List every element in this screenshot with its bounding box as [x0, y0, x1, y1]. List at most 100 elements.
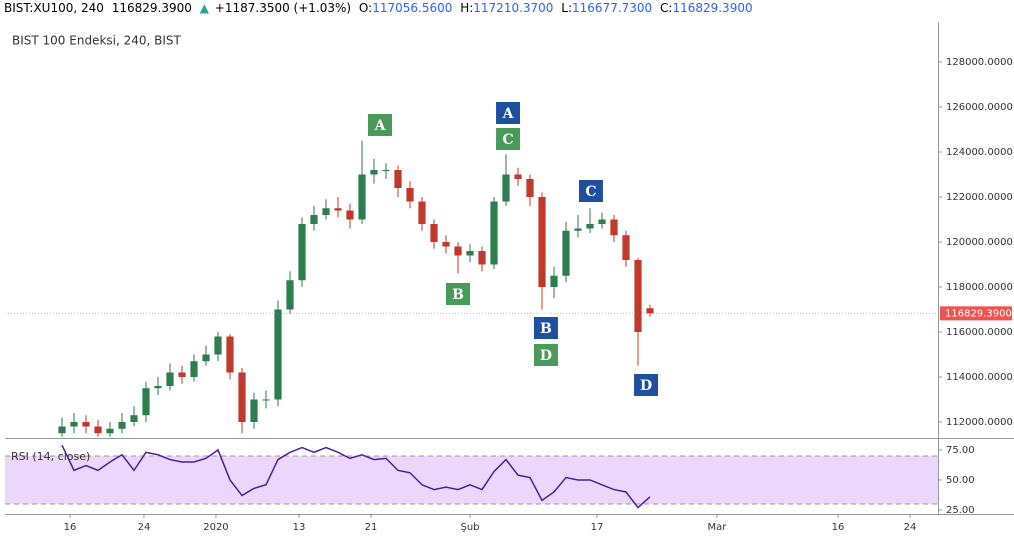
wave-label: B — [452, 287, 464, 303]
chart-title: BIST 100 Endeksi, 240, BIST — [12, 34, 182, 48]
candle-body — [490, 201, 498, 265]
candle-body — [130, 415, 138, 422]
x-tick-label: 24 — [904, 522, 917, 533]
x-tick-label: 17 — [591, 522, 604, 533]
x-tick-label: 16 — [64, 522, 77, 533]
wave-label: D — [640, 378, 652, 394]
x-tick-label: 21 — [365, 522, 378, 533]
y-tick-label: 124000.0000 — [946, 147, 1013, 158]
l-label: L: — [561, 1, 573, 15]
candle-body — [526, 179, 534, 197]
candle-body — [346, 210, 354, 220]
wave-label-box — [533, 316, 558, 339]
candle-body — [358, 174, 366, 220]
candle-body — [106, 428, 114, 434]
wave-label: A — [374, 118, 387, 134]
candle-body — [610, 219, 618, 236]
candle-body — [406, 188, 414, 202]
candle-body — [214, 336, 222, 355]
header: BIST:XU100, 240 116829.3900 ▲ +1187.3500… — [4, 1, 757, 15]
o-label: O: — [358, 1, 373, 15]
candle-body — [442, 241, 450, 247]
wave-label-box — [496, 102, 521, 125]
wave-label-box — [496, 127, 521, 150]
candle-body — [238, 372, 246, 422]
x-tick-label: 16 — [832, 522, 845, 533]
c-label: C: — [660, 1, 673, 15]
o: 117056.5600 — [372, 1, 453, 15]
x-tick-label: 13 — [293, 522, 306, 533]
wave-label-box — [578, 179, 603, 202]
candle-body — [202, 354, 210, 362]
candle-body — [274, 309, 282, 400]
arrow: ▲ — [199, 1, 209, 15]
candle-body — [118, 421, 126, 429]
candle-body — [634, 259, 642, 332]
y-tick-label: 120000.0000 — [946, 237, 1013, 248]
candle-body — [250, 399, 258, 422]
candle-body — [382, 170, 390, 172]
candle-body — [466, 250, 474, 256]
wave-label: D — [540, 348, 552, 364]
rsi-title: RSI (14, close) — [11, 450, 90, 463]
y-tick-label: 25.00 — [946, 505, 975, 516]
y-tick-label: 122000.0000 — [946, 192, 1013, 203]
x-tick-label: Mar — [708, 522, 728, 533]
candle-body — [262, 399, 270, 401]
last: 116829.3900 — [111, 1, 192, 15]
candle-body — [502, 174, 510, 202]
candle-body — [394, 170, 402, 188]
y-tick-label: 126000.0000 — [946, 102, 1013, 113]
y-tick-label: 118000.0000 — [946, 282, 1013, 293]
candle-body — [646, 308, 654, 314]
candle-body — [430, 223, 438, 242]
wave-label: A — [502, 106, 515, 122]
y-tick-label: 75.00 — [946, 445, 975, 456]
candle-body — [154, 385, 162, 389]
rsi-band — [5, 455, 938, 504]
candle-body — [178, 372, 186, 377]
y-tick-label: 114000.0000 — [946, 372, 1013, 383]
h-label: H: — [460, 1, 474, 15]
wave-label-box — [368, 114, 392, 137]
x-tick-label: Şub — [460, 522, 479, 533]
candle-body — [58, 426, 66, 434]
candle-body — [514, 174, 522, 180]
wave-label: C — [502, 132, 513, 148]
candle-body — [598, 219, 606, 224]
last-price-tag — [940, 306, 1012, 321]
wave-label-box — [533, 343, 558, 366]
l: 116677.7300 — [572, 1, 653, 15]
y-tick-label: 128000.0000 — [946, 57, 1013, 68]
candle-body — [322, 208, 330, 215]
candle-body — [94, 426, 102, 434]
candle-body — [418, 201, 426, 224]
last-price-label: 116829.3900 — [945, 308, 1012, 319]
symbol: BIST:XU100, 240 — [4, 1, 104, 15]
candle-body — [70, 421, 78, 427]
candle-body — [310, 214, 318, 224]
candle-body — [574, 228, 582, 231]
y-tick-label: 50.00 — [946, 475, 975, 486]
candle-body — [622, 235, 630, 260]
candle-body — [298, 223, 306, 281]
wave-label-box — [634, 374, 659, 397]
candle-body — [586, 223, 594, 229]
candle-body — [550, 275, 558, 287]
candle-body — [454, 246, 462, 256]
h: 117210.3700 — [473, 1, 554, 15]
candle-body — [334, 208, 342, 211]
wave-label-box — [446, 282, 470, 305]
candle-body — [286, 280, 294, 310]
rsi-line — [61, 444, 651, 509]
wave-label: C — [585, 184, 596, 200]
y-tick-label: 116000.0000 — [946, 327, 1013, 338]
candle-body — [226, 336, 234, 373]
candle-body — [478, 250, 486, 265]
change: +1187.3500 (+1.03%) — [214, 1, 352, 15]
x-tick-label: 2020 — [203, 522, 228, 533]
y-tick-label: 112000.0000 — [946, 417, 1013, 428]
candle-body — [166, 372, 174, 386]
